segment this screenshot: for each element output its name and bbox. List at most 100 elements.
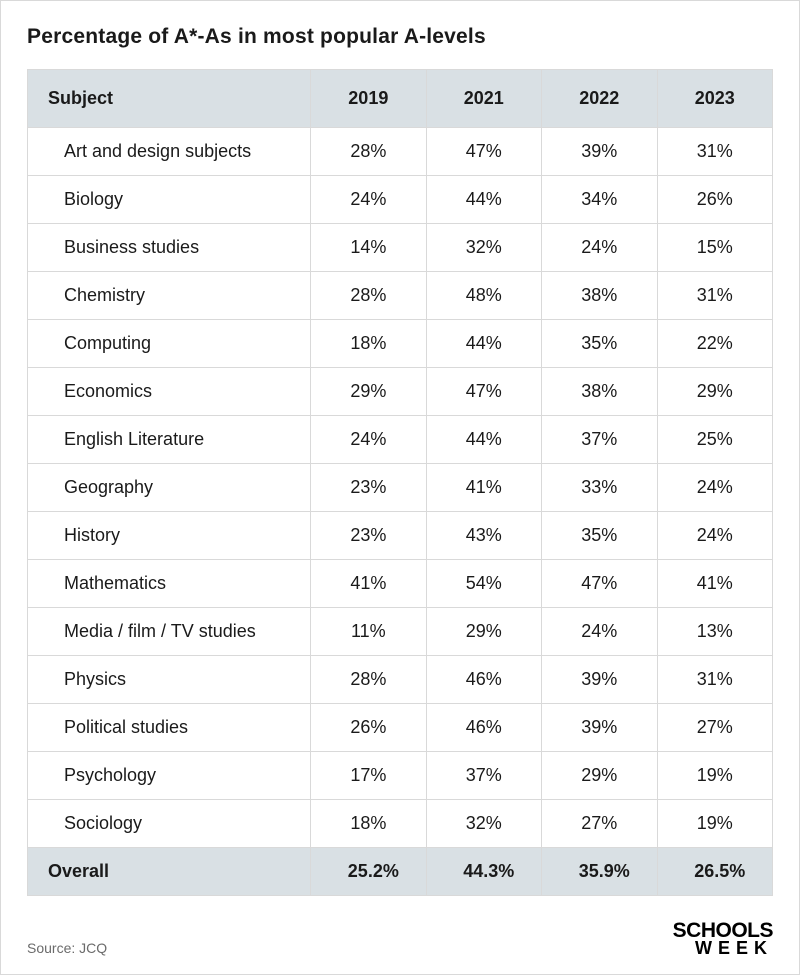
cell-2019: 18% [311,800,426,848]
table-row: Economics29%47%38%29% [28,368,773,416]
cell-2019: 26% [311,704,426,752]
cell-overall-2022: 35.9% [542,848,657,896]
table-header-row: Subject 2019 2021 2022 2023 [28,70,773,128]
cell-subject: Economics [28,368,311,416]
table-row: Biology24%44%34%26% [28,176,773,224]
cell-subject: English Literature [28,416,311,464]
cell-2021: 44% [426,320,541,368]
cell-2023: 24% [657,512,773,560]
cell-2019: 14% [311,224,426,272]
cell-subject: Chemistry [28,272,311,320]
cell-2022: 34% [542,176,657,224]
cell-2023: 19% [657,752,773,800]
cell-2021: 48% [426,272,541,320]
cell-2019: 28% [311,128,426,176]
cell-overall-2019: 25.2% [311,848,426,896]
chart-title: Percentage of A*-As in most popular A-le… [27,25,773,49]
cell-2022: 39% [542,704,657,752]
cell-2019: 28% [311,656,426,704]
cell-2019: 23% [311,464,426,512]
cell-2019: 23% [311,512,426,560]
cell-2023: 26% [657,176,773,224]
col-header-2019: 2019 [311,70,426,128]
cell-2021: 32% [426,224,541,272]
cell-2022: 39% [542,128,657,176]
cell-overall-2023: 26.5% [657,848,773,896]
data-table: Subject 2019 2021 2022 2023 Art and desi… [27,69,773,896]
table-row: Physics28%46%39%31% [28,656,773,704]
col-header-2021: 2021 [426,70,541,128]
table-row: Psychology17%37%29%19% [28,752,773,800]
cell-2023: 31% [657,656,773,704]
cell-2021: 46% [426,704,541,752]
cell-2023: 15% [657,224,773,272]
cell-subject: Sociology [28,800,311,848]
cell-2021: 47% [426,128,541,176]
cell-2021: 44% [426,176,541,224]
cell-2023: 29% [657,368,773,416]
cell-subject: Geography [28,464,311,512]
col-header-2023: 2023 [657,70,773,128]
table-row: Computing18%44%35%22% [28,320,773,368]
brand-logo: SCHOOLS WEEK [673,922,773,956]
table-row-overall: Overall25.2%44.3%35.9%26.5% [28,848,773,896]
cell-overall-2021: 44.3% [426,848,541,896]
cell-2022: 39% [542,656,657,704]
cell-2022: 37% [542,416,657,464]
cell-subject: Media / film / TV studies [28,608,311,656]
cell-2022: 35% [542,320,657,368]
cell-2023: 19% [657,800,773,848]
cell-2022: 24% [542,608,657,656]
cell-subject: Psychology [28,752,311,800]
cell-2019: 11% [311,608,426,656]
cell-2019: 29% [311,368,426,416]
brand-line2: WEEK [675,940,773,956]
cell-2023: 24% [657,464,773,512]
cell-2021: 41% [426,464,541,512]
cell-2022: 38% [542,272,657,320]
cell-2022: 33% [542,464,657,512]
table-row: Geography23%41%33%24% [28,464,773,512]
table-row: Sociology18%32%27%19% [28,800,773,848]
cell-2023: 13% [657,608,773,656]
cell-2022: 38% [542,368,657,416]
table-card: Percentage of A*-As in most popular A-le… [0,0,800,975]
footer: Source: JCQ SCHOOLS WEEK [27,922,773,956]
cell-subject: Political studies [28,704,311,752]
source-label: Source: JCQ [27,940,107,956]
cell-subject: Computing [28,320,311,368]
cell-2021: 29% [426,608,541,656]
cell-2019: 17% [311,752,426,800]
col-header-2022: 2022 [542,70,657,128]
table-row: Chemistry28%48%38%31% [28,272,773,320]
cell-subject: Mathematics [28,560,311,608]
cell-2023: 27% [657,704,773,752]
cell-2021: 47% [426,368,541,416]
table-row: History23%43%35%24% [28,512,773,560]
cell-2021: 43% [426,512,541,560]
cell-subject: Art and design subjects [28,128,311,176]
cell-2022: 47% [542,560,657,608]
cell-2021: 37% [426,752,541,800]
cell-2022: 35% [542,512,657,560]
cell-2019: 24% [311,176,426,224]
cell-subject: Physics [28,656,311,704]
table-row: Mathematics41%54%47%41% [28,560,773,608]
table-row: Political studies26%46%39%27% [28,704,773,752]
cell-2023: 41% [657,560,773,608]
cell-2022: 24% [542,224,657,272]
cell-2019: 41% [311,560,426,608]
cell-2019: 28% [311,272,426,320]
cell-2021: 32% [426,800,541,848]
table-row: Media / film / TV studies11%29%24%13% [28,608,773,656]
cell-overall-label: Overall [28,848,311,896]
cell-2021: 54% [426,560,541,608]
cell-2023: 31% [657,128,773,176]
cell-subject: Biology [28,176,311,224]
table-row: Art and design subjects28%47%39%31% [28,128,773,176]
cell-subject: History [28,512,311,560]
table-row: English Literature24%44%37%25% [28,416,773,464]
cell-subject: Business studies [28,224,311,272]
cell-2019: 24% [311,416,426,464]
cell-2019: 18% [311,320,426,368]
